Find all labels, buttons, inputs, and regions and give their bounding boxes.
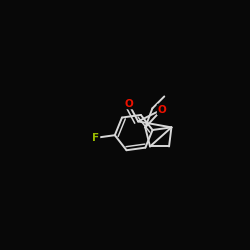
Text: O: O	[124, 98, 133, 108]
Text: F: F	[92, 133, 100, 143]
Text: O: O	[158, 104, 166, 115]
